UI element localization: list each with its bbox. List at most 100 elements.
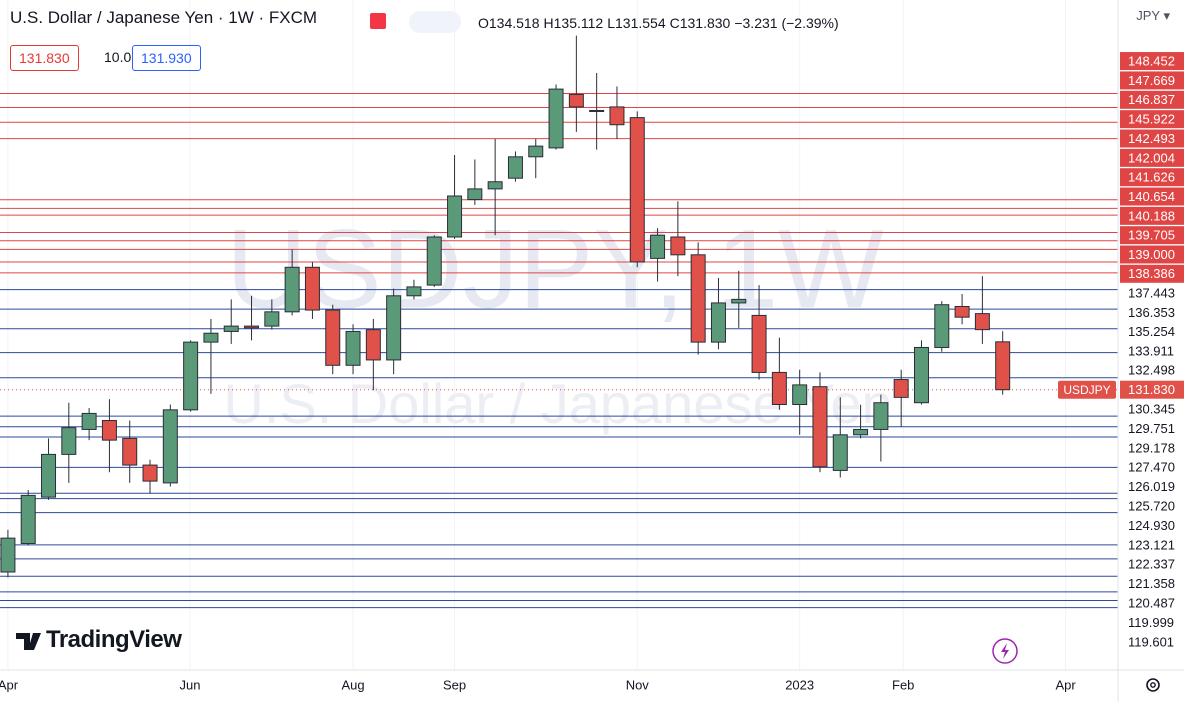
level-label-box bbox=[1120, 574, 1184, 593]
level-label-box bbox=[1120, 535, 1184, 554]
candle-body bbox=[223, 325, 239, 332]
level-label-box bbox=[1120, 264, 1184, 283]
level-label-box bbox=[1120, 90, 1184, 109]
level-label: 137.443 bbox=[1128, 286, 1175, 301]
candle-body bbox=[913, 346, 929, 404]
level-label-box bbox=[1120, 322, 1184, 341]
candle-body bbox=[995, 341, 1011, 391]
candle-body bbox=[974, 313, 990, 331]
level-label-box bbox=[1120, 342, 1184, 361]
level-label-box bbox=[1120, 110, 1184, 129]
ohlc-value: 135.112 bbox=[553, 15, 604, 31]
ohlc-value: 134.518 bbox=[488, 15, 540, 31]
candle-body bbox=[934, 304, 950, 348]
price-change: −3.231 (−2.39%) bbox=[734, 15, 839, 31]
level-label-box bbox=[1120, 245, 1184, 264]
ohlc-key: H bbox=[543, 15, 554, 31]
candle-body bbox=[81, 412, 97, 430]
level-label-box bbox=[1120, 361, 1184, 380]
candle-body bbox=[183, 341, 199, 411]
level-label: 139.705 bbox=[1128, 228, 1175, 243]
level-label-box bbox=[1120, 400, 1184, 419]
level-label: 122.337 bbox=[1128, 557, 1175, 572]
level-label: 138.386 bbox=[1128, 266, 1175, 281]
level-label: 147.669 bbox=[1128, 73, 1175, 88]
level-label-box bbox=[1120, 458, 1184, 477]
x-tick-label: 2023 bbox=[785, 677, 814, 692]
level-label: 133.911 bbox=[1128, 343, 1174, 358]
candle-body bbox=[853, 428, 869, 436]
symbol-label: USDJPY bbox=[1063, 383, 1110, 397]
candle-body bbox=[731, 298, 747, 304]
lightning-button[interactable] bbox=[992, 638, 1018, 664]
bid-price[interactable]: 131.830 bbox=[10, 45, 79, 71]
settings-button[interactable] bbox=[1146, 678, 1160, 692]
currency-selector[interactable]: JPY ▾ bbox=[1136, 8, 1170, 23]
level-label-box bbox=[1120, 129, 1184, 148]
level-label-box bbox=[1120, 477, 1184, 496]
candle-body bbox=[548, 88, 564, 149]
candle-body bbox=[244, 325, 260, 329]
candle-body bbox=[690, 254, 706, 343]
candle-body bbox=[406, 286, 422, 297]
level-label-box bbox=[1120, 148, 1184, 167]
level-label: 126.019 bbox=[1128, 479, 1175, 494]
level-label: 125.720 bbox=[1128, 499, 1175, 514]
candles bbox=[0, 35, 1011, 578]
x-tick-label: Apr bbox=[0, 677, 19, 692]
candle-body bbox=[325, 309, 341, 366]
level-label-box bbox=[1120, 284, 1184, 303]
candle-body bbox=[41, 453, 57, 498]
candle-body bbox=[304, 266, 320, 311]
level-label-box bbox=[1120, 168, 1184, 187]
x-tick-label: Feb bbox=[892, 677, 914, 692]
level-label: 139.000 bbox=[1128, 247, 1175, 262]
level-label-box bbox=[1120, 497, 1184, 516]
candle-body bbox=[609, 106, 625, 126]
candle-body bbox=[365, 329, 381, 361]
level-label-box bbox=[1120, 632, 1184, 651]
candle-body bbox=[0, 537, 16, 573]
level-label: 141.626 bbox=[1128, 170, 1175, 185]
candle-body bbox=[101, 420, 117, 441]
candle-body bbox=[122, 437, 138, 466]
candle-body bbox=[954, 305, 970, 318]
candle-body bbox=[426, 236, 442, 286]
level-label-box bbox=[1120, 303, 1184, 322]
level-label: 142.004 bbox=[1128, 150, 1175, 165]
level-label: 145.922 bbox=[1128, 112, 1175, 127]
level-label-box bbox=[1120, 438, 1184, 457]
level-label: 130.345 bbox=[1128, 402, 1175, 417]
ohlc-value: 131.830 bbox=[679, 15, 731, 31]
candle-body bbox=[873, 402, 889, 430]
level-label-box bbox=[1120, 516, 1184, 535]
level-label: 119.601 bbox=[1128, 634, 1174, 649]
candle-body bbox=[203, 332, 219, 343]
flag-button[interactable] bbox=[370, 13, 386, 29]
x-tick-label: Apr bbox=[1056, 677, 1077, 692]
level-label: 121.358 bbox=[1128, 576, 1175, 591]
candle-body bbox=[650, 234, 666, 259]
candle-body bbox=[162, 409, 178, 484]
compare-toggle[interactable] bbox=[409, 11, 461, 33]
candle-body bbox=[771, 371, 787, 405]
x-tick-label: Nov bbox=[626, 677, 650, 692]
candle-body bbox=[670, 236, 686, 256]
level-label: 123.121 bbox=[1128, 537, 1175, 552]
candle-body bbox=[61, 427, 77, 455]
candle-body bbox=[589, 109, 605, 112]
logo-text: TradingView bbox=[46, 626, 182, 653]
ohlc-value: 131.554 bbox=[615, 15, 666, 31]
candle-body bbox=[568, 93, 584, 108]
level-label: 140.654 bbox=[1128, 189, 1175, 204]
candle-body bbox=[528, 145, 544, 158]
level-label-box bbox=[1120, 555, 1184, 574]
level-label: 127.470 bbox=[1128, 460, 1175, 475]
level-label: 136.353 bbox=[1128, 305, 1175, 320]
ask-price[interactable]: 131.930 bbox=[132, 45, 201, 71]
level-label: 129.178 bbox=[1128, 440, 1175, 455]
level-label: 146.837 bbox=[1128, 92, 1175, 107]
symbol-label-box bbox=[1058, 380, 1116, 399]
candle-body bbox=[629, 117, 645, 263]
lightning-icon bbox=[1001, 643, 1009, 659]
